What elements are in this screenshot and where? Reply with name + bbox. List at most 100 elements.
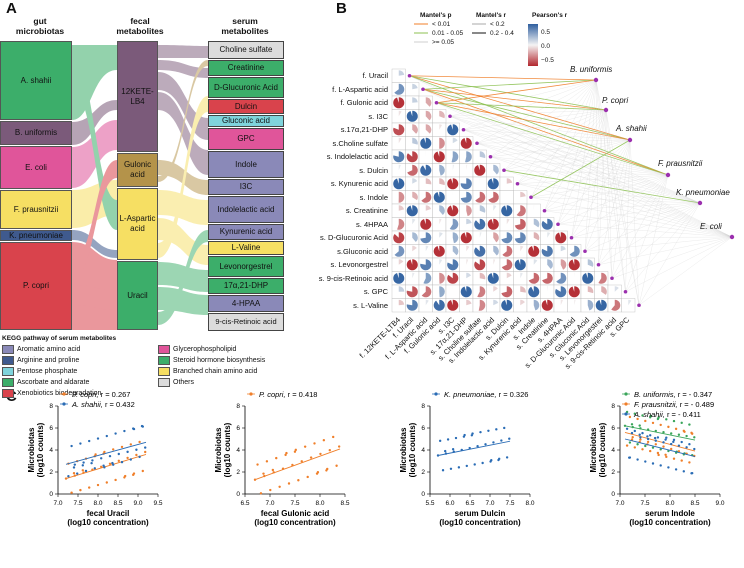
network-edge xyxy=(571,79,597,238)
kegg-label: Glycerophospholipid xyxy=(173,346,237,353)
pie-mark xyxy=(420,259,432,271)
pie-mark xyxy=(439,124,443,130)
kegg-swatch xyxy=(2,356,14,365)
scatter-point xyxy=(630,431,634,435)
row-label: s. L-Valine xyxy=(353,300,388,310)
serum-header: serum metabolites xyxy=(221,16,269,36)
pie-mark xyxy=(568,259,580,271)
scatter-point xyxy=(644,419,647,423)
pie-mark xyxy=(439,178,445,186)
pie-mark xyxy=(466,245,470,252)
network-edge xyxy=(436,102,631,141)
kegg-item: Steroid hormone biosynthesis xyxy=(158,356,265,365)
pie-mark xyxy=(520,272,523,279)
network-edge xyxy=(571,236,733,238)
scatter-point xyxy=(73,463,77,466)
scatter-point xyxy=(129,443,132,446)
pearson-colorbar xyxy=(528,24,538,66)
legend-text: 0.01 - 0.05 xyxy=(432,30,464,37)
x-label-sub: (log10 concentration) xyxy=(439,518,521,527)
pie-mark xyxy=(460,178,472,190)
scatter-point xyxy=(654,439,657,442)
legend-species: A. shahii, xyxy=(633,410,667,419)
kegg-label: Arginine and proline xyxy=(17,357,80,364)
pie-mark xyxy=(493,164,499,175)
pie-mark xyxy=(439,286,445,298)
network-edge xyxy=(490,79,597,157)
row-node xyxy=(421,87,425,92)
scatter-point xyxy=(672,419,676,423)
flow-ribbon xyxy=(72,160,117,280)
y-tick-label: 2 xyxy=(611,469,615,476)
correlation-heatmap xyxy=(391,68,735,313)
pie-mark xyxy=(425,245,429,252)
network-edge xyxy=(409,75,597,81)
scatter-point xyxy=(628,441,632,444)
legend-r: r = 0.432 xyxy=(105,400,135,409)
flow-ribbon xyxy=(158,45,208,58)
pie-mark xyxy=(587,259,594,267)
scatter-point xyxy=(293,450,297,453)
scatter-point xyxy=(505,456,509,459)
scatter-point xyxy=(682,429,685,433)
pie-mark xyxy=(420,164,432,176)
scatter-point xyxy=(470,434,474,437)
network-edge xyxy=(584,109,607,252)
legend-tick: 0.0 xyxy=(541,43,551,50)
legend-r: r = - 0.489 xyxy=(680,400,714,409)
scatter-point xyxy=(646,437,650,441)
pie-mark xyxy=(394,83,405,95)
kegg-item: Aromatic amino acid xyxy=(2,345,80,354)
pie-mark xyxy=(439,232,443,238)
pie-mark xyxy=(439,110,445,119)
row-label: f. L-Aspartic acid xyxy=(332,84,388,94)
pie-mark xyxy=(397,218,405,230)
scatter-point xyxy=(659,448,662,451)
scatter-point xyxy=(690,431,693,435)
pie-mark xyxy=(423,272,432,284)
pie-mark xyxy=(520,191,526,198)
network-edge xyxy=(584,139,631,252)
network-edge xyxy=(476,143,733,238)
y-tick-label: 2 xyxy=(49,469,53,476)
scatter-point xyxy=(685,434,688,438)
pie-mark xyxy=(488,191,499,203)
row-label: s. GPC xyxy=(363,287,388,296)
pie-mark xyxy=(433,299,445,311)
scatter-point xyxy=(271,468,275,472)
scatter-point xyxy=(123,476,126,479)
pie-mark xyxy=(412,191,418,201)
scatter-point xyxy=(315,472,319,475)
network-edge xyxy=(517,109,607,184)
gut-block-k-pneumoniae: K. pneumoniae xyxy=(0,230,72,241)
x-tick-label: 6.5 xyxy=(465,500,474,507)
mantel-p-title: Mantel's p xyxy=(420,12,452,19)
scatter-point xyxy=(693,447,696,451)
pie-mark xyxy=(406,259,418,271)
row-node xyxy=(583,249,587,254)
flow-ribbon xyxy=(72,100,117,145)
scatter-point xyxy=(670,442,673,446)
scatter-point xyxy=(468,446,471,450)
scatter-point xyxy=(319,452,322,456)
network-edge xyxy=(490,156,669,176)
kegg-label: Others xyxy=(173,379,195,386)
scatter-point xyxy=(256,463,259,466)
legend-label: A. shahii, r = 0.432 xyxy=(71,400,135,409)
y-tick-label: 0 xyxy=(421,491,425,498)
scatter-point xyxy=(108,462,112,466)
network-edge xyxy=(463,129,701,204)
scatter-point xyxy=(138,455,141,459)
scatter-point xyxy=(100,457,103,460)
pie-mark xyxy=(479,272,486,280)
scatter-point xyxy=(88,486,91,489)
pie-mark xyxy=(412,124,418,134)
regression-line xyxy=(624,425,696,441)
scatter-point xyxy=(690,472,693,475)
network-edge xyxy=(530,79,597,198)
scatter-point xyxy=(96,483,100,487)
network-edge xyxy=(595,79,613,279)
scatter-point xyxy=(117,459,121,463)
scatter-point xyxy=(497,458,500,462)
